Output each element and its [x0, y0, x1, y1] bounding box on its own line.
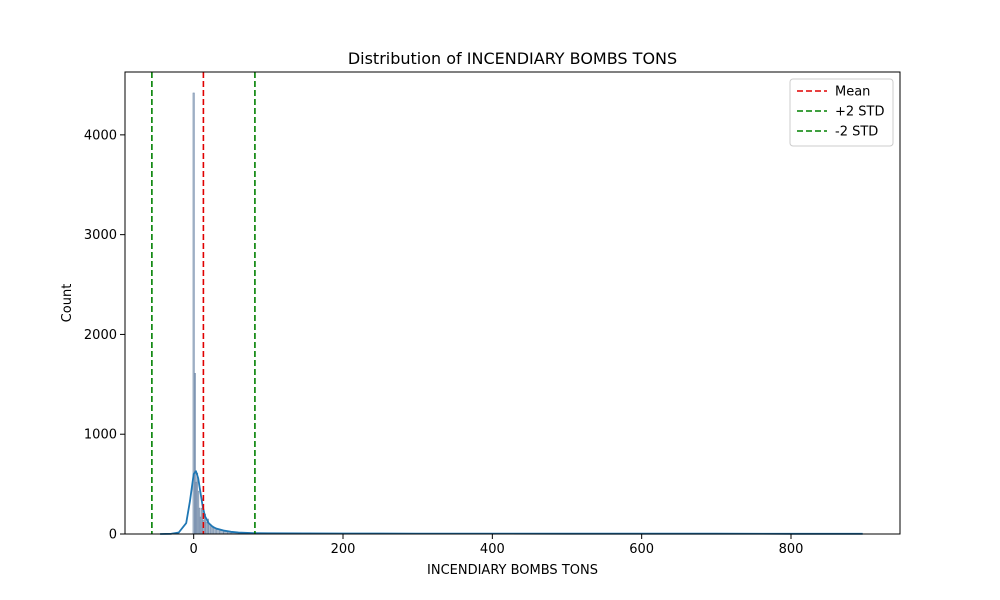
legend-label: Mean	[835, 85, 870, 100]
y-tick-label: 4000	[84, 128, 117, 143]
y-tick-label: 0	[109, 528, 117, 543]
y-axis: 0 1000 2000 3000 4000	[84, 128, 125, 543]
x-axis: 0 200 400 600 800	[190, 534, 804, 557]
legend-items: Mean +2 STD -2 STD	[797, 85, 885, 140]
x-tick-label: 600	[629, 542, 654, 557]
y-axis-label: Count	[60, 284, 75, 323]
y-tick-label: 1000	[84, 428, 117, 443]
x-tick-label: 400	[480, 542, 505, 557]
x-tick-label: 800	[779, 542, 804, 557]
y-tick-label: 2000	[84, 328, 117, 343]
reference-lines	[151, 72, 256, 534]
x-tick-label: 0	[190, 542, 198, 557]
legend-label: +2 STD	[835, 105, 885, 120]
legend-label: -2 STD	[835, 125, 878, 140]
chart-title: Distribution of INCENDIARY BOMBS TONS	[348, 49, 677, 68]
x-axis-label: INCENDIARY BOMBS TONS	[427, 563, 598, 578]
y-tick-label: 3000	[84, 228, 117, 243]
x-tick-label: 200	[331, 542, 356, 557]
plot-background	[125, 72, 900, 534]
legend: Mean +2 STD -2 STD	[789, 78, 894, 147]
legend-frame	[789, 78, 894, 147]
plot-area	[124, 71, 901, 535]
plot-frame	[124, 71, 901, 535]
